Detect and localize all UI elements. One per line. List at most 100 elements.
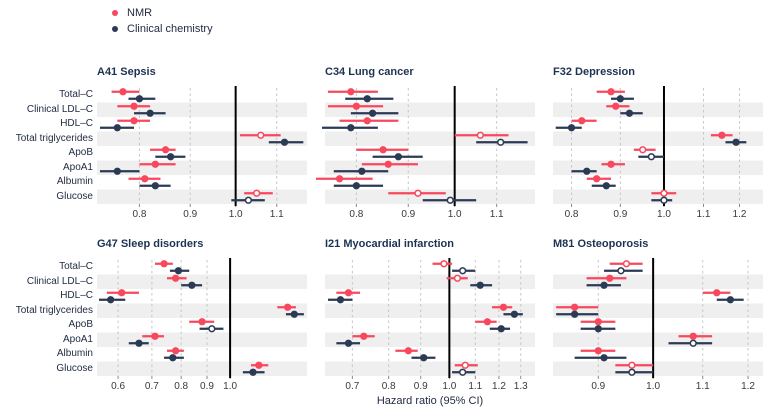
cc-marker bbox=[146, 109, 154, 117]
biomarker-labels-top: Total–C Clinical LDL–C HDL–C Total triglyce… bbox=[0, 88, 93, 204]
x-axis-title: Hazard ratio (95% CI) bbox=[376, 395, 484, 407]
cc-marker bbox=[166, 153, 175, 161]
row-label: Total–C bbox=[59, 89, 93, 100]
nmr-marker bbox=[607, 88, 615, 96]
row-stripe bbox=[553, 189, 763, 204]
nmr-marker bbox=[335, 175, 344, 183]
row-label: ApoA1 bbox=[62, 333, 93, 345]
nmr-marker bbox=[344, 289, 353, 297]
panel-title: A41 Sepsis bbox=[97, 66, 156, 78]
nmr-marker bbox=[118, 289, 126, 297]
nmr-marker bbox=[718, 131, 726, 139]
panel-title: G47 Sleep disorders bbox=[97, 238, 203, 250]
x-tick-label: 0.6 bbox=[111, 381, 125, 392]
legend-item-nmr: NMR bbox=[112, 7, 213, 19]
nmr-marker bbox=[379, 146, 387, 154]
x-tick-label: 0.9 bbox=[414, 381, 428, 392]
nmr-marker bbox=[384, 160, 392, 168]
x-tick-label: 0.9 bbox=[401, 209, 415, 220]
row-stripe bbox=[325, 332, 535, 347]
x-tick-label: 1.0 bbox=[442, 381, 456, 392]
cc-marker bbox=[174, 267, 183, 275]
row-stripe bbox=[97, 131, 307, 146]
row-stripe bbox=[553, 274, 763, 289]
row-label: Glucose bbox=[56, 362, 93, 374]
nmr-marker bbox=[161, 146, 170, 154]
panel-a41-sepsis: A41 Sepsis 0.8 0.9 1.0 1.1 bbox=[97, 66, 307, 220]
x-tick-label: 1.0 bbox=[646, 381, 660, 392]
cc-marker bbox=[336, 296, 345, 304]
nmr-marker bbox=[404, 347, 413, 355]
row-label: Glucose bbox=[56, 190, 93, 202]
x-tick-label: 0.8 bbox=[349, 209, 363, 220]
cc-marker bbox=[135, 95, 144, 103]
nmr-marker bbox=[476, 131, 485, 139]
row-stripe bbox=[553, 303, 763, 318]
row-stripe bbox=[97, 303, 307, 318]
nmr-marker bbox=[119, 88, 127, 96]
nmr-marker bbox=[594, 318, 602, 326]
cc-marker bbox=[344, 339, 353, 347]
nmr-marker bbox=[160, 260, 168, 268]
cc-marker bbox=[169, 354, 177, 362]
cc-marker bbox=[188, 281, 196, 289]
nmr-legend-label: NMR bbox=[127, 7, 153, 19]
legend: NMR Clinical chemistry bbox=[112, 7, 213, 35]
cc-marker bbox=[458, 368, 467, 376]
nmr-marker bbox=[622, 260, 631, 268]
row-stripe bbox=[97, 102, 307, 117]
row-stripe bbox=[553, 102, 763, 117]
nmr-marker bbox=[141, 175, 149, 183]
row-label: HDL–C bbox=[60, 290, 93, 301]
cc-marker bbox=[420, 354, 428, 362]
cc-marker bbox=[358, 167, 366, 175]
row-label: HDL–C bbox=[60, 118, 93, 129]
x-tick-label: 1.2 bbox=[741, 381, 755, 392]
cc-marker bbox=[347, 124, 355, 132]
nmr-marker bbox=[440, 260, 448, 268]
panel-i21-myocardial-infarction: I21 Myocardial infarction 0.7 0.8 0.9 1.0 1.1… bbox=[325, 238, 535, 392]
nmr-marker bbox=[578, 117, 586, 125]
row-stripe bbox=[553, 332, 763, 347]
cc-marker bbox=[249, 368, 257, 376]
x-tick-label: 1.0 bbox=[657, 209, 671, 220]
panel-f32-depression: F32 Depression 0.8 0.9 1.0 1.1 1.2 bbox=[553, 66, 763, 220]
cc-marker bbox=[602, 182, 610, 190]
nmr-marker bbox=[171, 347, 180, 355]
nmr-marker bbox=[639, 146, 647, 154]
x-tick-label: 1.0 bbox=[448, 209, 462, 220]
nmr-marker bbox=[606, 274, 614, 282]
row-stripe bbox=[325, 303, 535, 318]
nmr-marker bbox=[628, 361, 636, 369]
cc-marker bbox=[600, 354, 608, 362]
cc-marker bbox=[570, 310, 579, 318]
row-label: Albumin bbox=[56, 348, 93, 359]
x-tick-label: 0.9 bbox=[200, 381, 214, 392]
cc-marker bbox=[106, 296, 115, 304]
row-label: Total–C bbox=[59, 261, 93, 272]
cc-marker bbox=[583, 167, 591, 175]
cc-marker bbox=[458, 267, 467, 275]
row-label: ApoB bbox=[68, 147, 93, 158]
x-tick-label: 0.8 bbox=[382, 381, 396, 392]
nmr-marker bbox=[363, 117, 371, 125]
cc-marker bbox=[476, 281, 484, 289]
row-label: Clinical LDL–C bbox=[26, 103, 93, 115]
cc-marker bbox=[352, 182, 361, 190]
row-stripe bbox=[553, 361, 763, 376]
x-tick-label: 1.1 bbox=[270, 209, 284, 220]
nmr-marker bbox=[607, 160, 615, 168]
nmr-legend-dot-icon bbox=[112, 10, 118, 16]
row-stripe bbox=[97, 160, 307, 175]
x-tick-label: 0.8 bbox=[174, 381, 188, 392]
nmr-marker bbox=[151, 332, 159, 340]
cc-marker bbox=[616, 95, 624, 103]
cc-marker bbox=[446, 196, 454, 204]
clinical-chemistry-legend-dot-icon bbox=[112, 26, 118, 32]
nmr-marker bbox=[592, 175, 601, 183]
row-stripe bbox=[325, 189, 535, 204]
x-tick-label: 1.1 bbox=[697, 209, 711, 220]
row-stripe bbox=[553, 131, 763, 146]
x-tick-label: 0.7 bbox=[345, 381, 359, 392]
